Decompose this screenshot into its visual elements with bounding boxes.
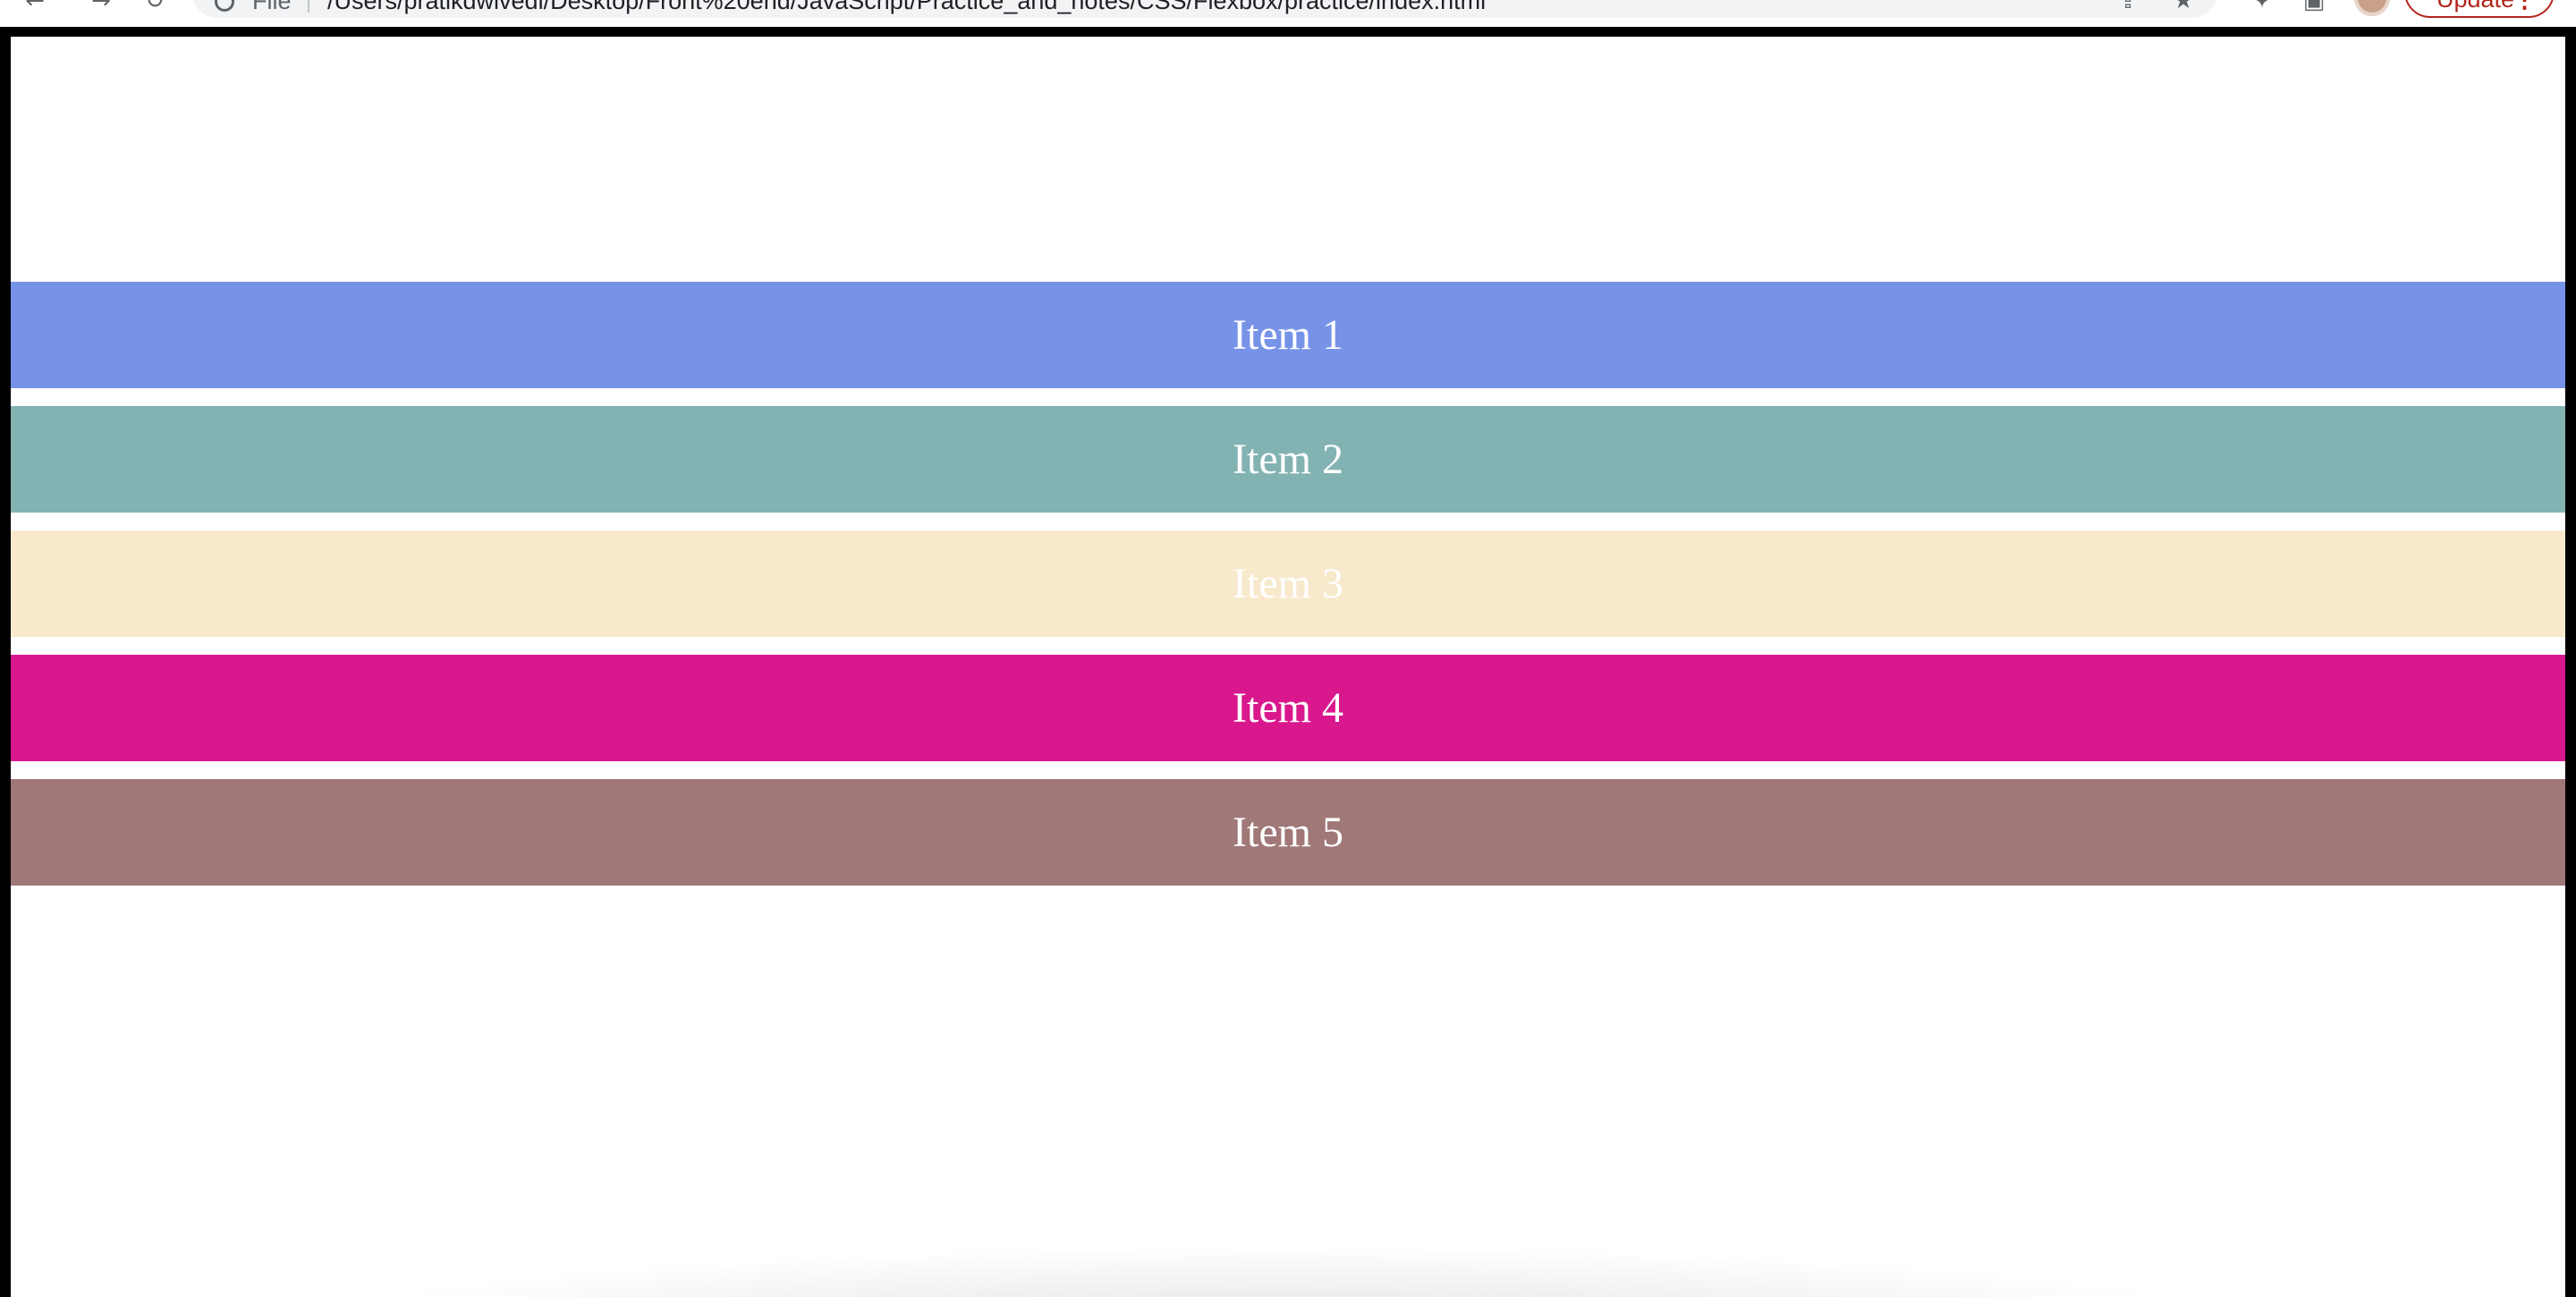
reload-icon[interactable]: ↻ [145, 0, 165, 14]
browser-toolbar: ← → ↻ File /Users/pratikdwivedi/Desktop/… [0, 0, 2576, 27]
url-text[interactable]: /Users/pratikdwivedi/Desktop/Front%20end… [327, 0, 1487, 14]
flex-item-1: Item 1 [11, 282, 2565, 388]
flex-item-4: Item 4 [11, 655, 2565, 761]
page-viewport: Item 1 Item 2 Item 3 Item 4 Item 5 [11, 37, 2565, 1297]
flex-container: Item 1 Item 2 Item 3 Item 4 Item 5 [11, 37, 2565, 1297]
site-info-icon[interactable] [215, 0, 234, 12]
profile-avatar[interactable] [2354, 0, 2390, 16]
flex-item-2: Item 2 [11, 406, 2565, 513]
back-arrow-icon[interactable]: ← [25, 0, 45, 14]
update-button[interactable]: Update ⋮ [2404, 0, 2555, 18]
update-button-label: Update [2436, 0, 2514, 13]
address-bar[interactable]: File /Users/pratikdwivedi/Desktop/Front%… [191, 0, 2218, 18]
extensions-icon[interactable]: ✦ [2252, 0, 2272, 14]
share-icon[interactable]: ⇪ [2118, 0, 2138, 14]
side-panel-icon[interactable]: ▣ [2302, 0, 2326, 14]
more-menu-icon[interactable]: ⋮ [2512, 0, 2537, 13]
forward-arrow-icon[interactable]: → [91, 0, 111, 14]
flex-item-3: Item 3 [11, 530, 2565, 637]
bookmark-star-icon[interactable]: ★ [2173, 0, 2194, 14]
scheme-label: File [252, 0, 292, 14]
address-divider [308, 0, 309, 13]
flex-item-5: Item 5 [11, 779, 2565, 886]
